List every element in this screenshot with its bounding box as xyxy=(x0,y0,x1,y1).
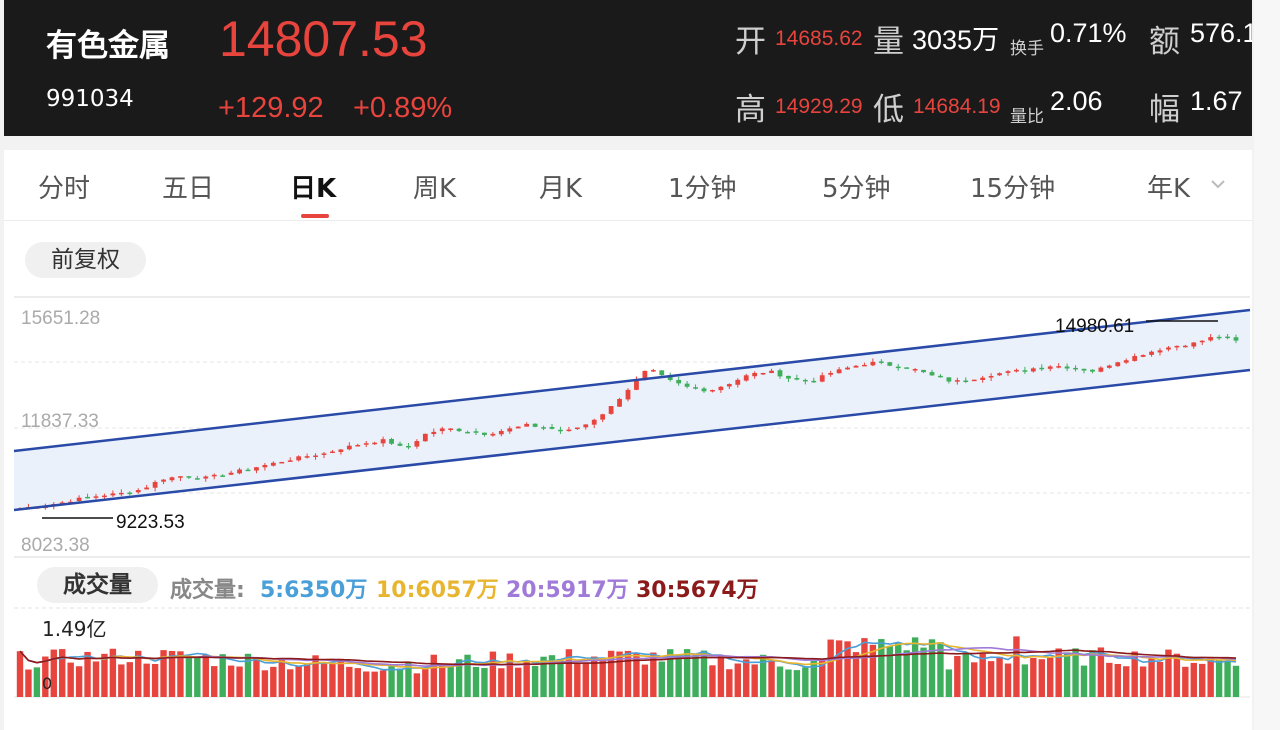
active-tab-indicator xyxy=(301,214,329,218)
open-label: 开 xyxy=(735,24,766,60)
open-value: 14685.62 xyxy=(775,27,863,50)
volume-ma20: 20:5917万 xyxy=(506,578,629,603)
price-change: +129.92 xyxy=(218,92,324,124)
low-label: 低 xyxy=(873,92,904,128)
chart-panel: 分时 五日 日K 周K 月K 1分钟 5分钟 15分钟 年K 前复权 成交量 成… xyxy=(4,150,1252,730)
turnover-label: 换手 xyxy=(1010,39,1044,59)
turnover-value: 0.71% xyxy=(1050,18,1127,48)
tab-1min[interactable]: 1分钟 xyxy=(668,174,737,204)
quote-header: 有色金属 991034 14807.53 +129.92 +0.89% 开 14… xyxy=(4,0,1252,136)
index-name: 有色金属 xyxy=(46,28,170,64)
volume-ma10: 10:6057万 xyxy=(376,578,499,603)
high-label: 高 xyxy=(735,92,766,128)
current-price: 14807.53 xyxy=(219,11,428,67)
adjust-button[interactable]: 前复权 xyxy=(25,242,146,278)
volume-ma5: 5:6350万 xyxy=(260,578,368,603)
low-value: 14684.19 xyxy=(913,95,1001,118)
index-code: 991034 xyxy=(46,86,134,112)
volume-indicator-button[interactable]: 成交量 xyxy=(37,567,158,603)
tab-yearly-k[interactable]: 年K xyxy=(1147,174,1191,204)
tab-5min[interactable]: 5分钟 xyxy=(822,174,891,204)
tab-intraday[interactable]: 分时 xyxy=(38,174,91,204)
period-tabs: 分时 五日 日K 周K 月K 1分钟 5分钟 15分钟 年K xyxy=(4,150,1252,221)
high-value: 14929.29 xyxy=(775,95,863,118)
volume-ratio-label: 量比 xyxy=(1010,107,1044,127)
amplitude-label: 幅 xyxy=(1149,92,1180,128)
volume-ratio-value: 2.06 xyxy=(1050,86,1103,116)
price-change-percent: +0.89% xyxy=(353,92,453,124)
amount-value: 576.1 xyxy=(1190,18,1252,48)
volume-ma30: 30:5674万 xyxy=(636,578,759,603)
tab-15min[interactable]: 15分钟 xyxy=(970,174,1056,204)
amount-label: 额 xyxy=(1149,24,1180,60)
volume-label: 量 xyxy=(873,24,904,60)
volume-stats-label: 成交量: xyxy=(170,578,245,603)
amplitude-value: 1.67 xyxy=(1190,86,1243,116)
volume-value: 3035万 xyxy=(912,25,1000,55)
tab-weekly-k[interactable]: 周K xyxy=(413,174,457,204)
tab-monthly-k[interactable]: 月K xyxy=(539,174,583,204)
edge-scrollbar xyxy=(1254,0,1280,730)
tab-daily-k[interactable]: 日K xyxy=(290,174,337,204)
tab-five-day[interactable]: 五日 xyxy=(162,174,215,204)
chevron-down-icon[interactable] xyxy=(1210,176,1226,192)
